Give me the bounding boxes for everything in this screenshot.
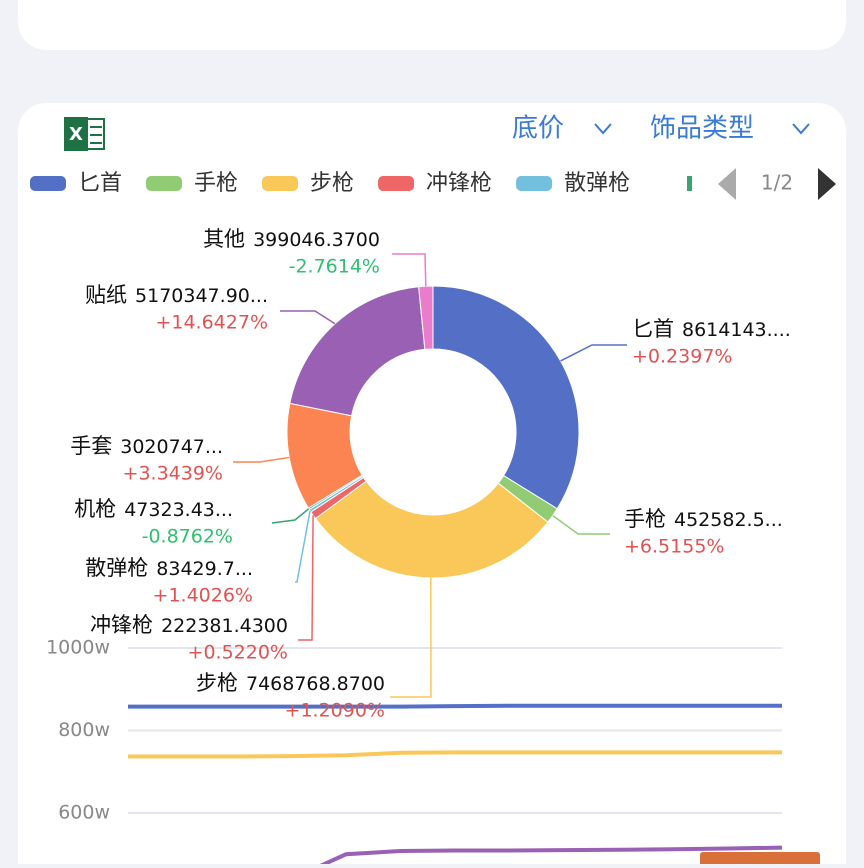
chart-card (18, 103, 846, 868)
slice-label: 冲锋枪 222381.4300 (90, 613, 288, 637)
category-name: 其他 (203, 227, 245, 251)
excel-icon[interactable]: X (64, 117, 105, 151)
price-dropdown[interactable]: 底价 (512, 114, 564, 144)
leader-line (233, 456, 290, 463)
legend-swatch (516, 176, 553, 191)
legend-page: 1/2 (761, 171, 793, 195)
leader-line (392, 253, 427, 287)
legend-label: 步枪 (310, 171, 354, 196)
pie-slice (289, 286, 426, 417)
slice-label: 匕首 8614143.... (632, 317, 791, 341)
value-label: 222381.4300 (161, 615, 288, 637)
legend-label: 匕首 (78, 171, 122, 196)
value-label: 399046.3700 (253, 229, 380, 251)
pie-slice (314, 480, 549, 579)
chevron[interactable] (792, 123, 810, 135)
value-label: 7468768.8700 (246, 673, 385, 695)
value-label: 3020747... (120, 436, 223, 458)
category-name: 步枪 (196, 671, 238, 695)
legend-swatch (30, 176, 66, 191)
legend-swatch (146, 176, 183, 191)
line-series (128, 703, 782, 709)
slice-label: 机枪 47323.43... (74, 497, 233, 521)
category-name: 冲锋枪 (90, 613, 153, 637)
value-label: 83429.7... (156, 558, 253, 580)
y-tick-label: 1000w (46, 637, 110, 659)
slice-label: 其他 399046.3700 (203, 227, 380, 251)
slice-label: 手枪 452582.5... (624, 507, 783, 531)
top-card (18, 0, 846, 50)
line-series (128, 750, 782, 759)
leader-line (552, 514, 610, 535)
category-name: 手套 (70, 434, 112, 458)
change-label: +1.2090% (285, 700, 385, 722)
slice-label: 步枪 7468768.8700 (196, 671, 385, 695)
type-dropdown[interactable]: 饰品类型 (650, 114, 754, 144)
category-name: 散弹枪 (85, 556, 148, 580)
value-label: 8614143.... (682, 319, 791, 341)
change-label: +14.6427% (155, 312, 268, 334)
slice-label: 散弹枪 83429.7... (85, 556, 253, 580)
category-name: 手枪 (624, 507, 666, 531)
mascot-image (700, 852, 820, 868)
change-label: -0.8762% (142, 526, 233, 548)
legend-prev[interactable] (718, 168, 736, 200)
leader-line (280, 310, 336, 325)
chevron[interactable] (594, 123, 612, 135)
change-label: +0.5220% (188, 642, 288, 664)
leader-line (295, 510, 311, 583)
slice-label: 手套 3020747... (70, 434, 223, 458)
change-label: +1.4026% (153, 585, 253, 607)
legend-label: 冲锋枪 (426, 171, 492, 196)
leader-line (390, 577, 432, 698)
legend-swatch (378, 176, 415, 191)
legend-swatch-partial (687, 176, 692, 191)
value-label: 452582.5... (674, 509, 783, 531)
svg-text:X: X (69, 124, 83, 145)
leader-line (298, 515, 314, 641)
value-label: 47323.43... (124, 499, 233, 521)
slice-label: 贴纸 5170347.90... (85, 283, 268, 307)
change-label: +3.3439% (123, 463, 223, 485)
category-name: 匕首 (632, 317, 674, 341)
change-label: -2.7614% (289, 256, 380, 278)
line-series (310, 845, 783, 868)
pie-slice (432, 285, 580, 510)
category-name: 贴纸 (85, 283, 127, 307)
legend-label: 手枪 (194, 171, 238, 196)
legend-next[interactable] (818, 168, 836, 200)
category-name: 机枪 (74, 497, 116, 521)
leader-line (271, 508, 310, 524)
change-label: +6.5155% (624, 536, 724, 558)
leader-line (560, 344, 627, 362)
legend-swatch (262, 176, 299, 191)
y-tick-label: 800w (58, 719, 110, 741)
pie-slice (418, 285, 434, 350)
change-label: +0.2397% (632, 346, 732, 368)
y-tick-label: 600w (58, 802, 110, 824)
value-label: 5170347.90... (135, 285, 268, 307)
legend-label: 散弹枪 (564, 171, 630, 196)
